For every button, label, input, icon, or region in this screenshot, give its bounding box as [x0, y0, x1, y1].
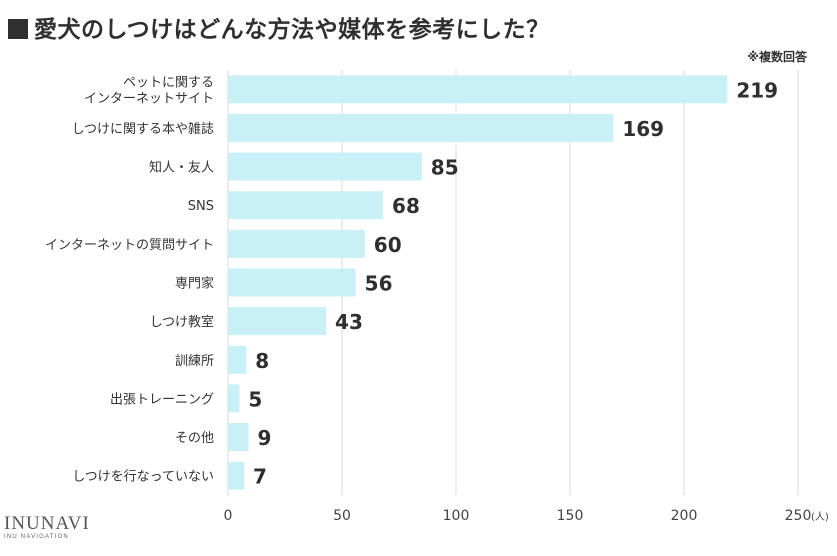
data-label: 60	[374, 233, 402, 257]
bar	[228, 152, 422, 181]
data-label: 43	[335, 310, 363, 334]
data-label: 68	[392, 194, 420, 218]
bar	[228, 423, 249, 452]
category-label: 知人・友人	[149, 160, 214, 176]
bar	[228, 113, 614, 142]
category-label: 訓練所	[175, 353, 214, 369]
chart-title: 愛犬のしつけはどんな方法や媒体を参考にした？	[8, 10, 550, 44]
category-label: 専門家	[175, 276, 214, 292]
bar	[228, 75, 728, 104]
category-label: ペットに関するインターネットサイト	[84, 75, 214, 106]
x-tick-label: 200	[671, 508, 698, 524]
data-label: 219	[736, 78, 778, 102]
data-label: 169	[622, 117, 664, 141]
category-label: その他	[175, 431, 214, 446]
data-label: 56	[365, 272, 393, 296]
title-square-icon	[8, 19, 28, 39]
category-label: SNS	[188, 199, 214, 214]
bar	[228, 191, 384, 220]
bar	[228, 229, 365, 258]
bar	[228, 307, 327, 336]
x-tick-label: 50	[333, 508, 351, 524]
brand-tagline: INU NAVIGATION	[4, 534, 69, 540]
x-tick-label: 250	[785, 508, 812, 524]
category-label: インターネットの質問サイト	[45, 238, 214, 253]
x-unit-label: (人)	[811, 511, 829, 523]
category-label: しつけ教室	[150, 314, 214, 330]
data-label: 7	[253, 465, 267, 489]
data-label: 8	[255, 349, 269, 373]
category-label: しつけを行なっていない	[72, 470, 214, 485]
bar	[228, 345, 247, 374]
x-tick-label: 0	[224, 508, 233, 524]
chart-title-text: 愛犬のしつけはどんな方法や媒体を参考にした？	[34, 17, 550, 43]
bar	[228, 268, 356, 297]
category-label: 出張トレーニング	[110, 392, 214, 407]
category-label: しつけに関する本や雑誌	[72, 121, 214, 137]
data-label: 85	[431, 156, 459, 180]
x-tick-label: 150	[557, 508, 584, 524]
data-label: 5	[248, 387, 262, 411]
brand-name: INUNAVI	[4, 513, 90, 534]
multiple-answer-note: ※複数回答	[747, 50, 807, 64]
brand-logo: INUNAVI INU NAVIGATION	[4, 513, 90, 541]
bar	[228, 384, 240, 413]
x-tick-label: 100	[443, 508, 470, 524]
data-label: 9	[258, 426, 272, 450]
bar	[228, 461, 244, 490]
